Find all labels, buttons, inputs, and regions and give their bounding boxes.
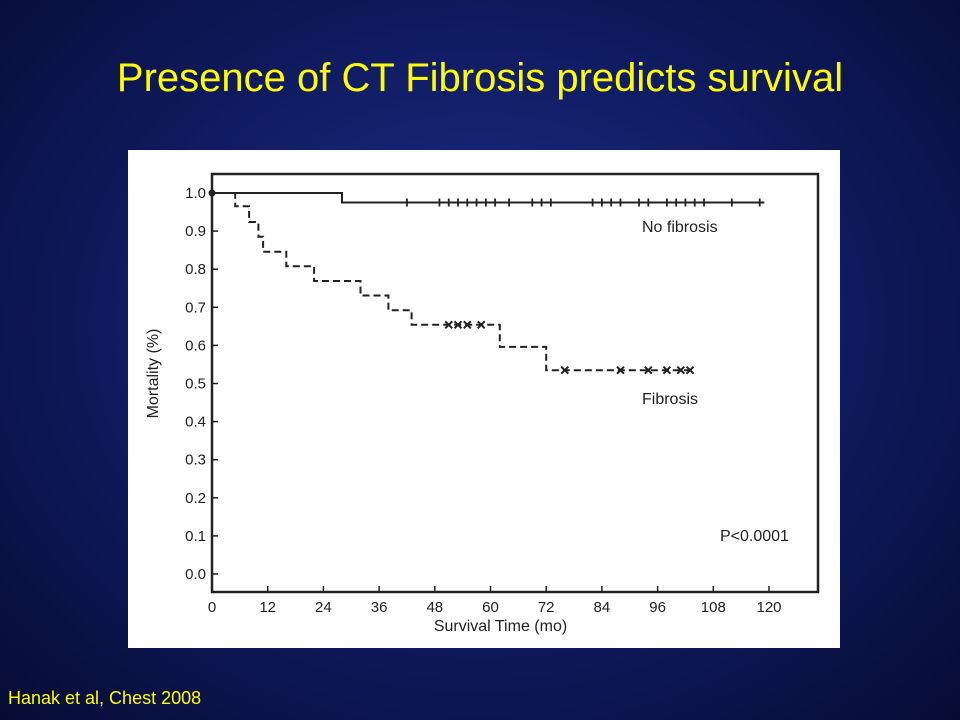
x-tick-label: 120 bbox=[756, 599, 781, 616]
x-tick-label: 72 bbox=[538, 599, 555, 616]
slide-title: Presence of CT Fibrosis predicts surviva… bbox=[116, 56, 844, 100]
x-axis-label: Survival Time (mo) bbox=[434, 618, 567, 635]
survival-chart: 0.0 0.1 0.2 0.3 0.4 0.5 0.6 0.7 0.8 0.9 1.0 0 12 24 36… bbox=[145, 172, 820, 635]
x-tick-label: 108 bbox=[701, 599, 726, 616]
y-tick-label: 0.2 bbox=[185, 490, 206, 507]
censor-mark-x bbox=[463, 320, 472, 330]
censor-mark-x bbox=[477, 320, 486, 330]
x-tick-label: 36 bbox=[371, 599, 388, 616]
y-tick-label: 0.5 bbox=[185, 376, 206, 393]
y-tick-label: 0.4 bbox=[185, 414, 206, 431]
y-tick-label: 0.3 bbox=[185, 452, 206, 469]
start-marker bbox=[208, 189, 216, 197]
x-tick-label: 96 bbox=[649, 599, 666, 616]
y-tick-label: 0.0 bbox=[185, 566, 206, 583]
series-line-no-fibrosis bbox=[212, 192, 765, 204]
y-tick-label: 0.9 bbox=[185, 223, 206, 240]
x-tick-label: 0 bbox=[208, 599, 216, 616]
y-tick-label: 0.1 bbox=[185, 528, 206, 545]
y-axis-label: Mortality (%) bbox=[145, 329, 162, 419]
censor-mark-x bbox=[444, 320, 453, 330]
x-tick-label: 12 bbox=[259, 599, 276, 616]
y-tick-label: 0.8 bbox=[185, 261, 206, 278]
x-tick-label: 48 bbox=[426, 599, 443, 616]
x-tick-label: 24 bbox=[315, 599, 332, 616]
censor-mark-x bbox=[676, 365, 686, 375]
x-tick-label: 84 bbox=[594, 599, 611, 616]
series-label-no-fibrosis: No fibrosis bbox=[642, 219, 718, 236]
censor-mark-x bbox=[616, 365, 625, 375]
p-value-annotation: P<0.0001 bbox=[720, 528, 789, 545]
y-tick-label: 1.0 bbox=[185, 185, 206, 202]
censor-mark-x bbox=[453, 320, 463, 330]
y-tick-label: 0.6 bbox=[185, 337, 206, 354]
y-tick-label: 0.7 bbox=[185, 299, 206, 316]
censor-mark-x bbox=[685, 365, 695, 375]
citation: Hanak et al, Chest 2008 bbox=[8, 688, 202, 708]
censor-mark-x bbox=[644, 365, 653, 375]
x-tick-label: 60 bbox=[482, 599, 499, 616]
censor-mark-x bbox=[560, 365, 569, 375]
series-label-fibrosis: Fibrosis bbox=[642, 391, 698, 408]
series-line-fibrosis bbox=[212, 192, 695, 372]
chart-panel: 0.0 0.1 0.2 0.3 0.4 0.5 0.6 0.7 0.8 0.9 1.0 0 12 24 36… bbox=[128, 150, 840, 648]
censor-mark-x bbox=[662, 365, 672, 375]
